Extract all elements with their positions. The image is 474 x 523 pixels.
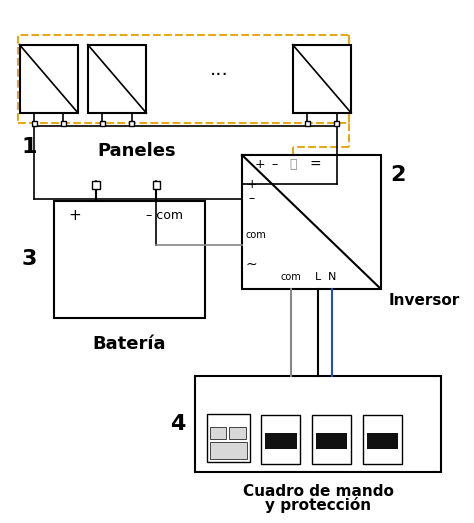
Text: Cuadro de mando: Cuadro de mando: [243, 484, 393, 499]
Text: +: +: [254, 158, 265, 171]
Text: +: +: [69, 208, 82, 223]
Text: L: L: [315, 272, 321, 282]
Bar: [210, 442, 247, 459]
Text: com: com: [245, 230, 266, 240]
Bar: [229, 427, 246, 439]
Bar: [100, 121, 105, 126]
Text: Paneles: Paneles: [97, 142, 176, 160]
Bar: [305, 121, 310, 126]
Bar: [54, 201, 205, 318]
Bar: [19, 44, 78, 113]
Text: –: –: [271, 158, 277, 171]
Bar: [88, 44, 146, 113]
Bar: [367, 433, 398, 449]
Bar: [207, 414, 250, 462]
Text: Batería: Batería: [92, 335, 166, 354]
Text: 2: 2: [390, 165, 406, 185]
Bar: [312, 415, 351, 464]
Bar: [61, 121, 66, 126]
Text: –: –: [248, 192, 255, 206]
Bar: [316, 433, 347, 449]
Text: Inversor: Inversor: [388, 293, 460, 309]
Bar: [265, 433, 297, 449]
Bar: [292, 44, 351, 113]
Bar: [32, 121, 36, 126]
Bar: [262, 415, 301, 464]
Text: – com: – com: [146, 209, 183, 222]
Text: y protección: y protección: [265, 497, 371, 514]
Bar: [195, 377, 441, 472]
Text: 4: 4: [170, 414, 185, 434]
Text: 1: 1: [21, 138, 37, 157]
Bar: [242, 155, 381, 289]
Text: 3: 3: [22, 249, 37, 269]
Text: N: N: [328, 272, 336, 282]
Text: +: +: [246, 178, 257, 191]
Text: com: com: [280, 272, 301, 282]
Bar: [210, 427, 227, 439]
Bar: [129, 121, 134, 126]
Text: ~: ~: [246, 257, 257, 271]
Bar: [18, 35, 349, 123]
Text: ...: ...: [210, 60, 229, 78]
Text: ⏚: ⏚: [289, 158, 296, 171]
Bar: [92, 181, 100, 189]
Text: =: =: [310, 158, 321, 172]
Bar: [334, 121, 339, 126]
Bar: [153, 181, 160, 189]
Bar: [363, 415, 402, 464]
